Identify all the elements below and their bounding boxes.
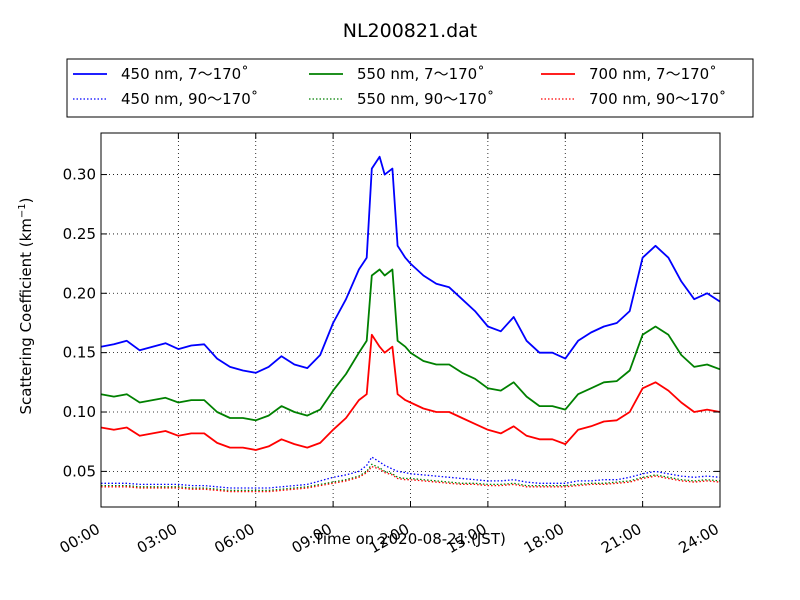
- series-line-1: [100, 268, 721, 422]
- y-tick-label: 0.20: [63, 284, 96, 302]
- series-line-2: [100, 333, 721, 451]
- chart-title: NL200821.dat: [343, 20, 478, 42]
- plot-lines: [100, 155, 721, 493]
- y-tick-label: 0.15: [63, 344, 96, 362]
- legend-label: 550 nm, 7～170˚: [357, 65, 485, 83]
- legend-label: 450 nm, 7～170˚: [121, 65, 249, 83]
- y-tick-label: 0.10: [63, 403, 96, 421]
- x-axis-label: Time on 2020-08-21 (JST): [313, 530, 506, 548]
- x-tick-label: 24:00: [676, 520, 722, 557]
- y-axis-label-close: ): [17, 197, 35, 203]
- series-line-3: [101, 456, 721, 489]
- y-tick-label: 0.05: [63, 462, 96, 480]
- x-tick-label: 00:00: [57, 520, 103, 557]
- legend-frame: [66, 58, 754, 118]
- x-tick-label: 03:00: [134, 520, 180, 557]
- y-axis-label-exponent: −1: [17, 203, 28, 218]
- x-tick-label: 21:00: [598, 520, 644, 557]
- x-tick-label: 18:00: [521, 520, 567, 557]
- legend: 450 nm, 7～170˚ 550 nm, 7～170˚ 700 nm, 7～17…: [66, 58, 754, 118]
- series-line-5: [101, 465, 721, 493]
- x-tick-label: 06:00: [211, 520, 257, 557]
- grid: [100, 133, 721, 507]
- series-line-0: [100, 155, 721, 374]
- legend-label: 700 nm, 90～170˚: [589, 90, 726, 108]
- y-axis-label: Scattering Coefficient (km−1): [17, 197, 35, 414]
- legend-label: 550 nm, 90～170˚: [357, 90, 494, 108]
- y-tick-label: 0.25: [63, 225, 96, 243]
- y-tick-label: 0.30: [63, 166, 96, 184]
- legend-label: 450 nm, 90～170˚: [121, 90, 258, 108]
- legend-label: 700 nm, 7～170˚: [589, 65, 717, 83]
- y-axis-label-main: Scattering Coefficient (km: [17, 218, 35, 414]
